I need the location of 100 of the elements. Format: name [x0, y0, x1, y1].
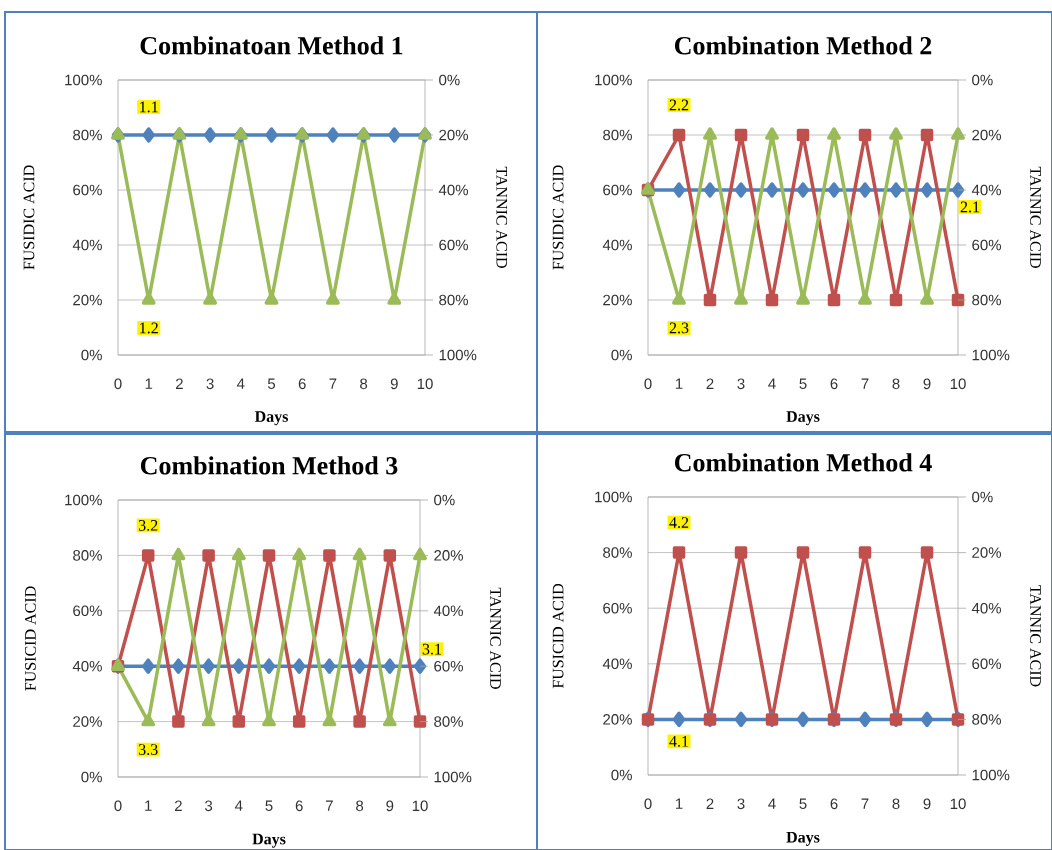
x-tick-label: 0	[644, 798, 652, 810]
y2-tick-label: 0%	[434, 494, 455, 506]
x-tick-label: 4	[768, 378, 776, 389]
y-tick-label: 80%	[603, 129, 632, 141]
x-tick-label: 2	[706, 798, 714, 809]
x-tick-label: 1	[675, 798, 683, 809]
x-tick-label: 7	[329, 378, 337, 389]
series-label: 2.3	[669, 322, 689, 334]
x-tick-label: 8	[892, 378, 900, 390]
y2-axis-title: TANNIC ACID	[490, 587, 501, 689]
y2-tick-label: 40%	[438, 184, 469, 196]
x-axis-title: Days	[252, 833, 286, 848]
chart-title: Combination Method 4	[674, 453, 932, 472]
y-axis-title: FUSICID ACID	[25, 586, 36, 691]
chart-title: Combinatoan Method 1	[140, 36, 403, 55]
y-tick-label: 40%	[602, 239, 632, 251]
y2-axis-title: TANNIC ACID	[496, 166, 508, 268]
x-tick-label: 0	[114, 378, 122, 390]
y2-tick-label: 20%	[439, 129, 469, 141]
x-tick-label: 6	[830, 798, 838, 810]
y-tick-label: 60%	[73, 184, 102, 196]
x-tick-label: 0	[114, 800, 122, 812]
y-tick-label: 20%	[73, 294, 102, 306]
series-label: 1.2	[140, 322, 158, 334]
y-tick-label: 100%	[595, 74, 632, 86]
series-label: 2.2	[669, 99, 689, 111]
x-axis-title: Days	[786, 831, 820, 846]
y2-tick-label: 0%	[972, 74, 993, 86]
x-tick-label: 9	[923, 378, 931, 390]
y-tick-label: 20%	[73, 716, 102, 727]
series-label: 4.2	[669, 517, 689, 529]
y2-axis-title: TANNIC ACID	[1030, 585, 1041, 687]
y-tick-label: 100%	[65, 74, 102, 86]
x-tick-label: 9	[390, 378, 398, 390]
y-tick-label: 0%	[611, 769, 632, 781]
y-tick-label: 80%	[73, 129, 102, 141]
series-label: 4.1	[669, 736, 689, 747]
x-tick-label: 2	[174, 800, 182, 811]
x-tick-label: 3	[205, 800, 213, 812]
y-tick-label: 100%	[595, 491, 632, 503]
y2-tick-label: 60%	[972, 239, 1002, 251]
x-tick-label: 8	[360, 378, 368, 390]
y-axis-title: FUSICID ACID	[552, 583, 564, 689]
series-label: 3.2	[138, 519, 158, 531]
series-label: 3.1	[422, 643, 442, 655]
y2-tick-label: 100%	[439, 349, 477, 361]
y2-tick-label: 20%	[972, 129, 1002, 141]
y-tick-label: 40%	[72, 239, 102, 251]
x-tick-label: 8	[356, 800, 364, 812]
y2-tick-label: 80%	[434, 716, 463, 727]
y-tick-label: 60%	[603, 602, 632, 614]
y-tick-label: 20%	[603, 294, 632, 306]
y-tick-label: 60%	[603, 184, 632, 196]
x-tick-label: 9	[923, 798, 931, 810]
x-tick-label: 3	[737, 798, 745, 810]
x-tick-label: 10	[412, 800, 428, 812]
x-tick-label: 3	[206, 378, 214, 390]
x-tick-label: 6	[830, 378, 838, 390]
y-tick-label: 40%	[72, 660, 102, 672]
y2-tick-label: 100%	[972, 349, 1010, 361]
x-tick-label: 9	[386, 800, 394, 812]
y2-tick-label: 100%	[972, 769, 1010, 781]
y2-tick-label: 40%	[971, 602, 1002, 614]
y-tick-label: 20%	[603, 714, 632, 725]
x-tick-label: 5	[799, 378, 807, 389]
x-tick-label: 5	[799, 798, 807, 809]
y-axis-title: FUSIDIC ACID	[23, 165, 35, 270]
y2-tick-label: 60%	[972, 658, 1002, 670]
y2-tick-label: 80%	[972, 294, 1002, 306]
y2-tick-label: 0%	[439, 74, 460, 86]
x-tick-label: 10	[417, 378, 433, 390]
chart-title: Combination Method 2	[674, 36, 932, 55]
x-axis-title: Days	[786, 411, 820, 426]
x-tick-label: 0	[644, 378, 652, 390]
x-tick-label: 10	[950, 798, 966, 810]
x-tick-label: 2	[175, 378, 183, 389]
x-tick-label: 6	[298, 378, 306, 390]
x-tick-label: 4	[236, 378, 245, 389]
series-label: 2.1	[960, 201, 980, 213]
x-tick-label: 7	[861, 798, 869, 809]
x-tick-label: 7	[326, 800, 333, 811]
x-tick-label: 10	[950, 378, 966, 390]
x-tick-label: 3	[737, 378, 745, 390]
y-tick-label: 0%	[81, 349, 102, 361]
x-tick-label: 5	[267, 378, 276, 389]
y-tick-label: 80%	[603, 547, 632, 558]
chart-title: Combination Method 3	[140, 456, 398, 475]
x-tick-label: 1	[675, 378, 683, 389]
x-axis-title: Days	[254, 411, 289, 426]
y-tick-label: 40%	[602, 658, 632, 670]
x-tick-label: 4	[234, 800, 243, 811]
x-tick-label: 2	[706, 378, 714, 389]
x-tick-label: 8	[892, 798, 900, 810]
series-label: 1.1	[140, 101, 158, 113]
x-tick-label: 5	[265, 800, 273, 811]
y-tick-label: 0%	[81, 771, 102, 783]
x-tick-label: 7	[861, 378, 869, 389]
y-tick-label: 100%	[65, 494, 102, 506]
y2-tick-label: 40%	[433, 605, 463, 617]
y-axis-title: FUSIDIC ACID	[552, 165, 564, 270]
